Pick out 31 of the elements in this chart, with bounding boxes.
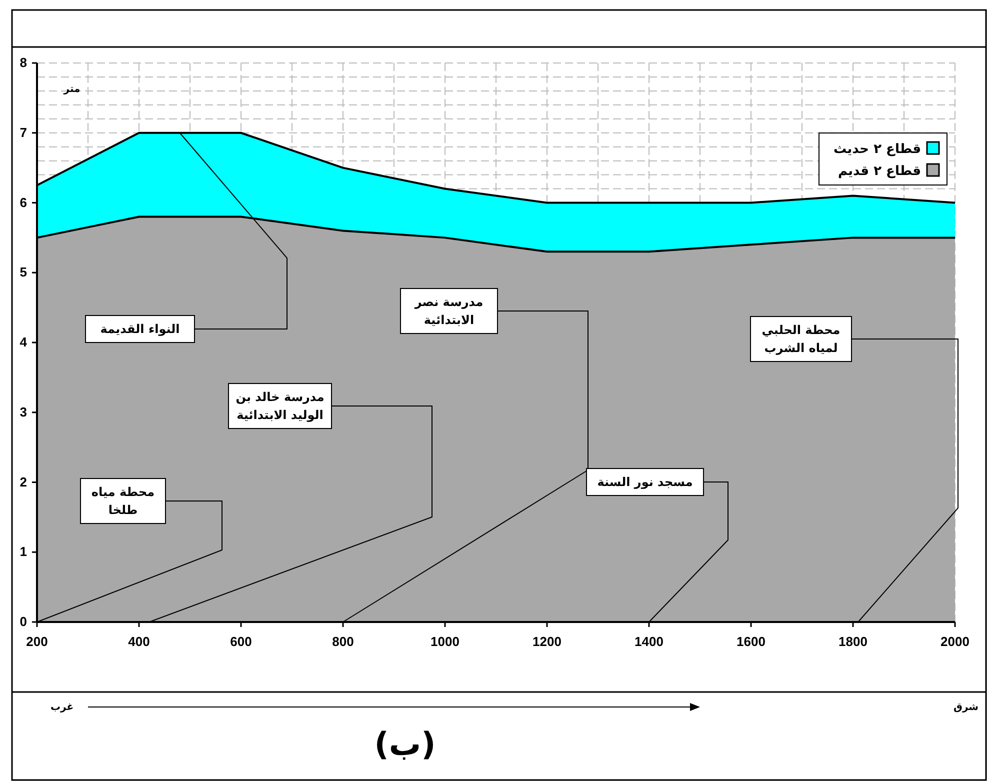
- x-tick-label: 600: [230, 634, 252, 649]
- x-tick-label: 400: [128, 634, 150, 649]
- x-tick-label: 200: [26, 634, 48, 649]
- annotation: النواء القديمة: [85, 315, 195, 343]
- y-tick-label: 7: [20, 124, 27, 140]
- y-tick-label: 0: [20, 614, 27, 629]
- y-tick-label: 6: [20, 194, 27, 210]
- legend-label: قطاع ٢ حديث: [834, 142, 921, 157]
- y-tick-label: 3: [20, 404, 27, 420]
- y-tick-label: 1: [20, 544, 27, 560]
- y-tick-label: 2: [20, 474, 27, 490]
- x-tick-label: 1200: [532, 634, 562, 649]
- annotation: محطة مياه طلخا: [80, 478, 166, 524]
- x-tick-label: 1000: [430, 634, 460, 649]
- text: (ب): [374, 725, 436, 763]
- x-tick-label: 800: [332, 634, 354, 649]
- y-tick-label: 5: [20, 264, 27, 280]
- legend-label: قطاع ٢ قديم: [838, 164, 921, 179]
- x-tick-label: 1400: [634, 634, 664, 649]
- annotation: مدرسة نصر الابتدائية: [400, 288, 498, 334]
- text: غرب: [50, 702, 74, 713]
- y-axis-title: متر: [62, 84, 80, 95]
- y-tick-label: 8: [20, 55, 27, 70]
- x-tick-label: 1800: [838, 634, 868, 649]
- y-tick-label: 4: [20, 334, 28, 350]
- x-tick-label: 1600: [736, 634, 766, 649]
- annotation: مسجد نور السنة: [586, 468, 704, 496]
- annotation: محطة الحلبي لمياه الشرب: [750, 316, 852, 362]
- annotation: مدرسة خالد بن الوليد الابتدائية: [228, 383, 332, 429]
- text: شرق: [954, 702, 979, 713]
- x-tick-label: 2000: [940, 634, 970, 649]
